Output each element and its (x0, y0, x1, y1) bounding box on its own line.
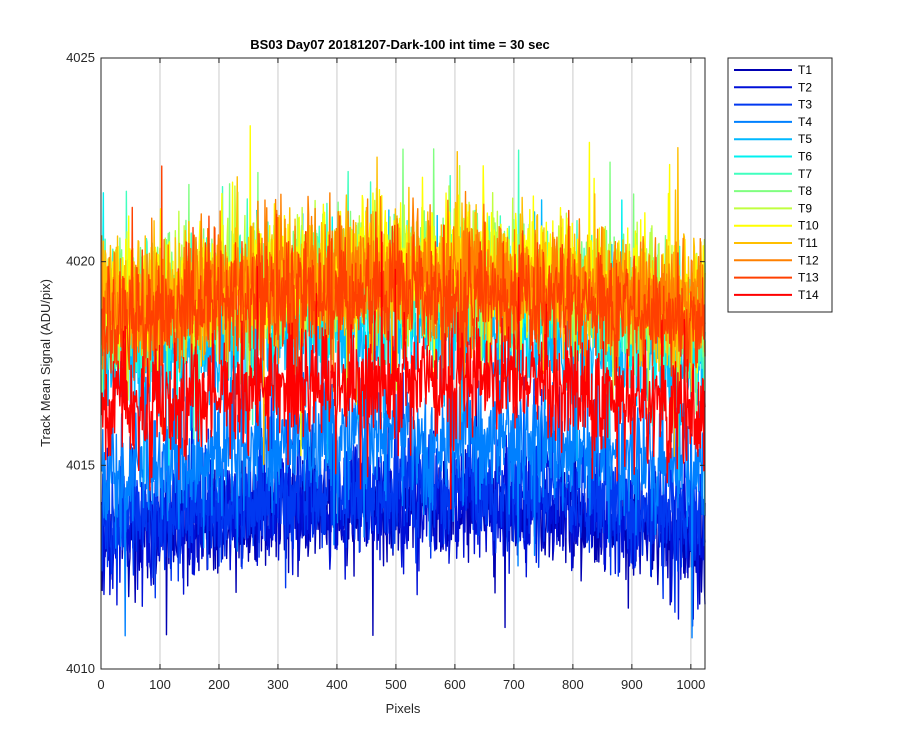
plot-frame (100, 57, 706, 670)
x-tick-label: 500 (385, 677, 407, 692)
series-lines (100, 125, 706, 639)
series-line-t14 (100, 231, 706, 510)
legend-box (727, 57, 833, 313)
x-tick-label: 400 (326, 677, 348, 692)
legend-label-t2: T2 (798, 80, 812, 94)
y-tick-label: 4010 (66, 661, 95, 676)
series-line-t13 (100, 165, 706, 441)
legend-label-t11: T11 (798, 236, 818, 250)
series-line-t4 (101, 267, 706, 639)
legend-label-t7: T7 (798, 167, 812, 181)
legend-label-t12: T12 (798, 253, 819, 267)
x-tick-label: 900 (621, 677, 643, 692)
legend-label-t13: T13 (798, 271, 819, 285)
x-tick-label: 600 (444, 677, 466, 692)
legend-label-t10: T10 (798, 219, 819, 233)
legend-label-t4: T4 (798, 115, 812, 129)
legend-label-t1: T1 (798, 63, 812, 77)
x-axis-ticks: 0 100 200 300 400 500 600 700 800 900 1000 (97, 58, 705, 692)
legend-label-t5: T5 (798, 132, 812, 146)
y-tick-label: 4015 (66, 457, 95, 472)
legend-label-t14: T14 (798, 288, 819, 302)
x-tick-label: 0 (97, 677, 104, 692)
x-tick-label: 200 (208, 677, 230, 692)
legend: T1 T2 T3 T4 T5 T6 T7 T8 T9 T10 T11 T12 T13 T14 (727, 57, 833, 313)
y-tick-label: 4025 (66, 50, 95, 65)
x-tick-label: 800 (562, 677, 584, 692)
legend-label-t6: T6 (798, 150, 812, 164)
x-tick-label: 700 (503, 677, 525, 692)
chart-title: BS03 Day07 20181207-Dark-100 int time = … (250, 37, 550, 52)
legend-label-t8: T8 (798, 184, 812, 198)
legend-label-t9: T9 (798, 201, 812, 215)
y-tick-label: 4020 (66, 254, 95, 269)
x-tick-label: 300 (267, 677, 289, 692)
x-tick-label: 100 (149, 677, 171, 692)
y-axis-ticks: 4010 4015 4020 4025 (66, 50, 705, 676)
legend-label-t3: T3 (798, 98, 812, 112)
x-axis-label: Pixels (386, 701, 421, 716)
y-axis-label: Track Mean Signal (ADU/pix) (38, 279, 53, 447)
x-tick-label: 1000 (676, 677, 705, 692)
